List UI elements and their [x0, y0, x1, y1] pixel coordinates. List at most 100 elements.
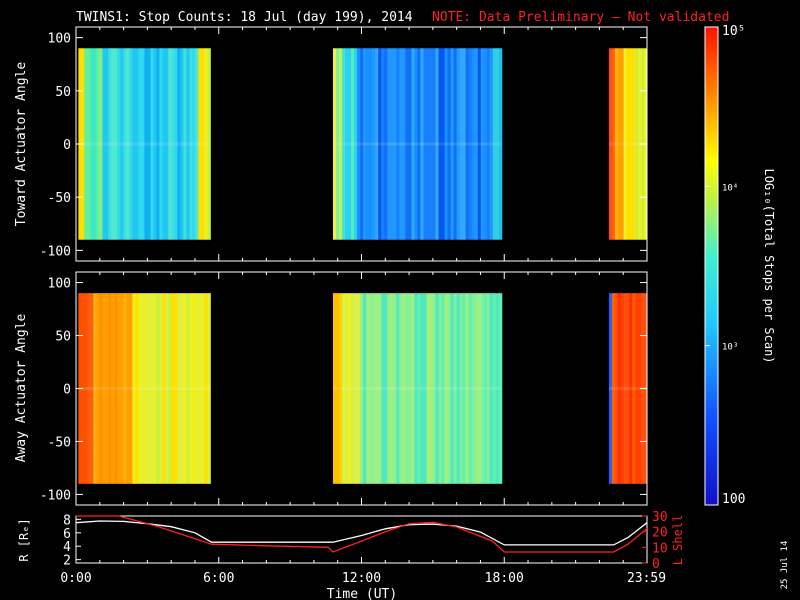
away-heatmap-column — [156, 293, 160, 484]
away-heatmap-column — [450, 293, 455, 484]
away-heatmap-column — [405, 293, 409, 484]
away-heatmap-column — [447, 293, 451, 484]
toward-ytick-label: 100 — [48, 32, 71, 47]
toward-heatmap-column — [498, 48, 503, 240]
away-heatmap-column — [498, 293, 503, 484]
toward-heatmap-column — [156, 48, 160, 240]
away-heatmap-column — [105, 293, 109, 484]
lshell-ytick-label: 0 — [652, 557, 660, 572]
away-heatmap-column — [468, 293, 473, 484]
toward-heatmap-column — [102, 48, 106, 240]
toward-heatmap-column — [450, 48, 455, 240]
away-heatmap-column — [432, 293, 436, 484]
toward-heatmap-column — [171, 48, 175, 240]
toward-zero-band — [332, 142, 502, 146]
away-zero-band — [608, 387, 647, 390]
away-heatmap-column — [117, 293, 121, 484]
away-heatmap-column — [108, 293, 112, 484]
away-heatmap-column — [614, 293, 619, 484]
toward-heatmap-column — [354, 48, 358, 240]
toward-heatmap-column — [207, 48, 211, 240]
x-tick-label: 0:00 — [60, 571, 91, 586]
toward-heatmap-column — [396, 48, 400, 240]
toward-heatmap-column — [378, 48, 382, 240]
toward-heatmap-column — [384, 48, 388, 240]
away-heatmap-column — [393, 293, 397, 484]
toward-heatmap-column — [335, 48, 340, 240]
away-heatmap-column — [342, 293, 346, 484]
away-heatmap-column — [198, 293, 202, 484]
x-axis-label: Time (UT) — [327, 587, 397, 600]
away-heatmap-column — [471, 293, 476, 484]
toward-heatmap-column — [180, 48, 184, 240]
toward-heatmap-column — [189, 48, 193, 240]
away-heatmap-column — [474, 293, 479, 484]
away-heatmap-column — [411, 293, 415, 484]
away-heatmap-column — [96, 293, 100, 484]
toward-heatmap-column — [492, 48, 497, 240]
away-heatmap-column — [147, 293, 151, 484]
colorbar-label: LOG₁₀(Total Stops per Scan) — [762, 168, 776, 363]
toward-heatmap-column — [111, 48, 115, 240]
toward-heatmap-column — [459, 48, 464, 240]
toward-heatmap-column — [332, 48, 337, 240]
away-ytick-label: 100 — [48, 277, 71, 292]
away-heatmap-column — [414, 293, 418, 484]
away-heatmap-column — [186, 293, 190, 484]
toward-heatmap-column — [444, 48, 448, 240]
toward-heatmap — [78, 48, 648, 240]
away-heatmap-column — [162, 293, 166, 484]
away-heatmap-column — [192, 293, 196, 484]
toward-heatmap-column — [195, 48, 199, 240]
toward-heatmap-column — [144, 48, 148, 240]
lshell-ytick-label: 10 — [652, 541, 668, 556]
toward-heatmap-column — [96, 48, 100, 240]
away-heatmap-column — [165, 293, 169, 484]
toward-heatmap-column — [87, 48, 91, 240]
away-heatmap-column — [93, 293, 97, 484]
away-heatmap-column — [390, 293, 394, 484]
toward-heatmap-column — [417, 48, 421, 240]
toward-heatmap-column — [138, 48, 142, 240]
r-ytick-label: 2 — [63, 554, 71, 569]
away-heatmap-column — [114, 293, 118, 484]
toward-heatmap-column — [132, 48, 136, 240]
toward-heatmap-column — [201, 48, 205, 240]
toward-heatmap-column — [453, 48, 458, 240]
away-heatmap-column — [477, 293, 482, 484]
away-heatmap-column — [617, 293, 622, 484]
toward-heatmap-column — [120, 48, 124, 240]
lshell-ytick-label: 30 — [652, 510, 668, 525]
away-heatmap-column — [360, 293, 364, 484]
toward-ytick-label: -100 — [40, 244, 71, 259]
toward-heatmap-column — [105, 48, 109, 240]
toward-heatmap-column — [629, 48, 633, 240]
colorbar-tick-label: 10⁴ — [722, 183, 738, 193]
away-heatmap-column — [423, 293, 427, 484]
away-heatmap-column — [495, 293, 500, 484]
away-heatmap-column — [465, 293, 470, 484]
away-heatmap-column — [129, 293, 133, 484]
toward-heatmap-column — [369, 48, 373, 240]
toward-heatmap-column — [84, 48, 88, 240]
away-heatmap-column — [87, 293, 91, 484]
away-heatmap-column — [459, 293, 464, 484]
toward-heatmap-column — [381, 48, 385, 240]
toward-heatmap-column — [117, 48, 121, 240]
away-ytick-label: -100 — [40, 488, 71, 503]
toward-heatmap-column — [402, 48, 406, 240]
away-heatmap-column — [99, 293, 103, 484]
toward-heatmap-column — [477, 48, 482, 240]
toward-heatmap-column — [357, 48, 361, 240]
plot-title: TWINS1: Stop Counts: 18 Jul (day 199), 2… — [76, 10, 413, 25]
date-stamp: 25 Jul 14 — [780, 541, 790, 590]
away-heatmap-column — [183, 293, 187, 484]
toward-heatmap-column — [420, 48, 424, 240]
away-heatmap-column — [81, 293, 85, 484]
toward-heatmap-column — [438, 48, 442, 240]
toward-heatmap-column — [399, 48, 403, 240]
lshell-axis-label: L Shell — [671, 515, 685, 566]
away-ylabel: Away Actuator Angle — [14, 313, 29, 462]
away-heatmap-column — [159, 293, 163, 484]
away-heatmap-column — [335, 293, 340, 484]
